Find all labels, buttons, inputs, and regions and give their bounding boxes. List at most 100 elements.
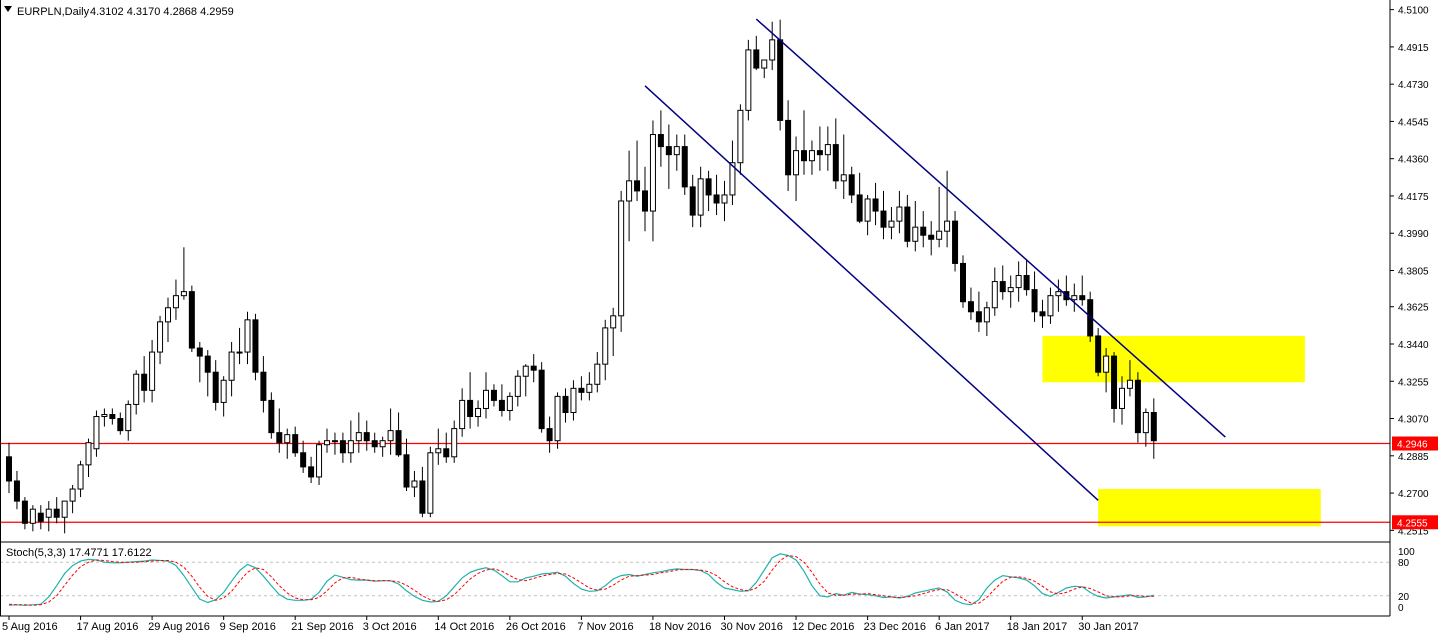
time-tick-label: 30 Jan 2017 [1078, 621, 1139, 633]
candle-body [117, 418, 124, 432]
candle-body [427, 452, 434, 514]
candle-body [133, 373, 140, 405]
candle-body [554, 395, 561, 442]
candle [125, 400, 132, 441]
candle [546, 416, 553, 453]
candle [276, 408, 283, 453]
candle-body [77, 464, 84, 490]
candle-body [69, 488, 76, 502]
candle-body [475, 407, 482, 418]
symbol-dropdown-icon[interactable] [4, 6, 12, 12]
candle-body [1071, 295, 1078, 301]
time-tick-label: 18 Jan 2017 [1007, 621, 1068, 633]
candle [1119, 376, 1125, 425]
candle-body [387, 430, 394, 442]
candle-body [936, 230, 943, 240]
candle [435, 428, 442, 465]
candle [268, 392, 275, 439]
price-tick-label: 4.3070 [1398, 415, 1429, 426]
candle-body [793, 150, 800, 176]
candle-body [165, 307, 171, 323]
price-label-2: 4.2555 [1397, 518, 1428, 529]
candle [920, 211, 927, 248]
candle [6, 442, 12, 494]
candle [165, 297, 171, 342]
candle-body [769, 39, 776, 61]
candle [705, 170, 712, 212]
candle [13, 470, 20, 510]
candle-body [435, 448, 442, 454]
price-tick-label: 4.4175 [1398, 192, 1429, 203]
candle-body [602, 327, 609, 365]
candle-body [880, 210, 887, 228]
candle-body [1150, 411, 1157, 442]
stochastic-panel [0, 553, 1390, 606]
candle [355, 412, 362, 453]
candle-body [1111, 355, 1118, 409]
time-tick-label: 26 Oct 2016 [506, 621, 566, 633]
candle-body [1095, 335, 1102, 373]
candle [522, 364, 529, 397]
candle-body [403, 454, 410, 488]
time-tick-label: 29 Aug 2016 [148, 621, 210, 633]
candle-body [1119, 387, 1125, 409]
candle-body [204, 355, 211, 373]
candle-body [975, 311, 982, 323]
candle [713, 174, 720, 216]
candle-body [983, 307, 990, 323]
candle-body [832, 144, 839, 182]
candle-body [562, 395, 569, 413]
candle-body [904, 206, 911, 242]
candle-body [483, 389, 489, 409]
candle [459, 388, 466, 437]
time-tick-label: 17 Aug 2016 [77, 621, 139, 633]
candle-body [657, 134, 664, 148]
price-tick-label: 4.2515 [1398, 526, 1429, 537]
candle [1111, 352, 1118, 423]
candle [498, 384, 505, 417]
candle-body [785, 119, 792, 176]
candle-body [840, 174, 847, 182]
candle [745, 39, 752, 121]
candle [649, 120, 656, 242]
candle-body [490, 389, 497, 401]
stoch-main-line [8, 553, 1154, 606]
candle [467, 372, 474, 429]
time-tick-label: 6 Jan 2017 [935, 621, 989, 633]
candle [109, 408, 116, 425]
candle [872, 182, 879, 226]
time-tick-label: 7 Nov 2016 [577, 621, 633, 633]
candle [451, 420, 458, 463]
candle-body [172, 295, 179, 309]
channel-lower-line [644, 85, 1099, 501]
candle-body [411, 480, 418, 488]
candle [300, 440, 307, 473]
candle [1103, 348, 1110, 393]
candle-body [149, 351, 156, 391]
candle [626, 150, 633, 242]
yellow-zone-2 [1098, 489, 1321, 527]
candle [45, 501, 52, 532]
candle [896, 190, 903, 234]
candle [808, 140, 815, 175]
candle [260, 356, 267, 413]
candle-body [1103, 355, 1110, 373]
candle-body [467, 399, 474, 418]
candle [61, 500, 68, 534]
candle-body [196, 347, 203, 357]
candle-body [967, 301, 974, 313]
support-lines [0, 442, 1390, 523]
candle-body [244, 319, 251, 353]
candle-body [1007, 287, 1014, 293]
candle [475, 400, 482, 427]
candle-body [443, 448, 450, 458]
candle [403, 438, 410, 492]
candle [761, 59, 768, 79]
candle-body [864, 198, 871, 222]
candle-body [276, 432, 283, 444]
candle [244, 311, 251, 365]
candle [149, 339, 156, 403]
candle-body [713, 194, 720, 204]
candle [912, 200, 919, 252]
